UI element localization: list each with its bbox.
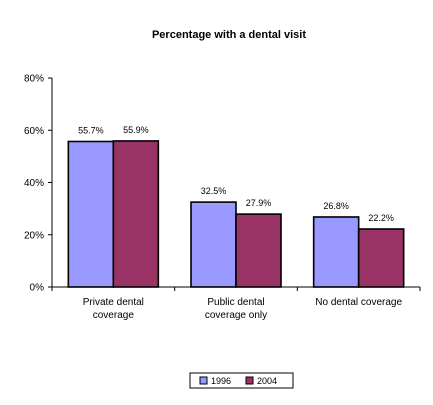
data-label: 27.9%	[246, 198, 272, 208]
plot-area: 0% 20% 40% 60% 80% 55.7% 55.9% 32.5% 27.9% 26.8% 2…	[24, 74, 421, 321]
legend-box	[189, 372, 294, 389]
data-label: 22.2%	[368, 213, 394, 223]
category-label: Private dental coverage	[83, 297, 144, 321]
legend: 1996 2004	[189, 372, 294, 389]
legend-swatch	[199, 376, 208, 385]
y-tick-label: 60%	[24, 126, 44, 137]
bar-2004-0	[112, 140, 160, 288]
bar-2004-1	[235, 213, 282, 288]
data-label: 55.7%	[78, 125, 104, 135]
category-label: No dental coverage	[315, 297, 402, 308]
category-label-line: Private dental	[83, 297, 144, 308]
bar-1996-2	[312, 216, 360, 288]
category-label-line: No dental coverage	[315, 297, 402, 308]
category-label: Public dental coverage only	[205, 297, 267, 321]
y-tick-label: 0%	[30, 283, 45, 294]
legend-swatch	[245, 376, 254, 385]
bar-1996-0	[67, 140, 115, 288]
bar-2004-2	[357, 228, 405, 288]
category-label-line: coverage only	[205, 310, 267, 321]
data-label: 55.9%	[123, 125, 149, 135]
bar-1996-1	[190, 201, 237, 288]
y-tick-label: 20%	[24, 230, 44, 241]
y-tick-label: 80%	[24, 74, 44, 85]
legend-label: 1996	[211, 376, 231, 386]
category-label-line: Public dental	[207, 297, 264, 308]
chart-title: Percentage with a dental visit	[152, 29, 306, 41]
category-label-line: coverage	[93, 310, 135, 321]
data-label: 32.5%	[201, 186, 227, 196]
data-label: 26.8%	[323, 201, 349, 211]
legend-label: 2004	[257, 376, 277, 386]
y-tick-label: 40%	[24, 178, 44, 189]
